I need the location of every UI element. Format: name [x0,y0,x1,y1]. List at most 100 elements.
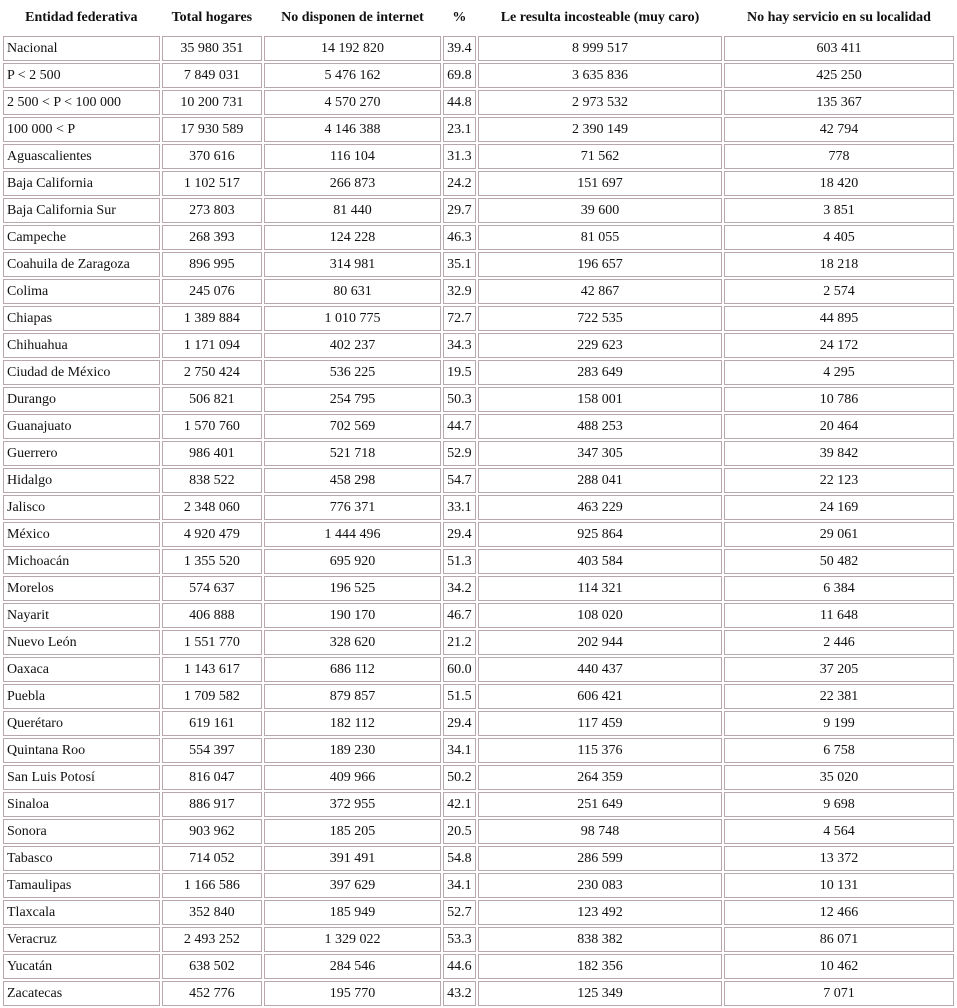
row-label: Michoacán [3,549,160,574]
data-cell: 29.7 [442,198,476,223]
table-row: Nayarit 406 888 190 170 46.7 108 020 11 648 [3,603,954,628]
table-row: Oaxaca 1 143 617 686 112 60.0 440 437 37 205 [3,657,954,682]
data-cell: 98 748 [477,819,722,844]
data-cell: 458 298 [264,468,441,493]
data-cell: 6 384 [724,576,954,601]
table-row: Chiapas 1 389 884 1 010 775 72.7 722 535 44 8… [3,306,954,331]
table-row: Aguascalientes 370 616 116 104 31.3 71 562 77… [3,144,954,169]
data-cell: 314 981 [264,252,441,277]
table-row: Jalisco 2 348 060 776 371 33.1 463 229 24 169 [3,495,954,520]
data-cell: 886 917 [161,792,263,817]
data-cell: 24 169 [724,495,954,520]
data-cell: 406 888 [161,603,263,628]
data-cell: 50 482 [724,549,954,574]
data-cell: 54.7 [442,468,476,493]
data-cell: 196 525 [264,576,441,601]
data-cell: 328 620 [264,630,441,655]
data-cell: 7 071 [724,981,954,1006]
table-row: Sinaloa 886 917 372 955 42.1 251 649 9 698 [3,792,954,817]
data-cell: 606 421 [477,684,722,709]
data-cell: 1 551 770 [161,630,263,655]
data-cell: 2 493 252 [161,927,263,952]
data-cell: 108 020 [477,603,722,628]
data-cell: 1 102 517 [161,171,263,196]
data-cell: 189 230 [264,738,441,763]
data-cell: 195 770 [264,981,441,1006]
data-cell: 925 864 [477,522,722,547]
table-row: Tamaulipas 1 166 586 397 629 34.1 230 083 10 … [3,873,954,898]
data-cell: 288 041 [477,468,722,493]
data-cell: 135 367 [724,90,954,115]
data-cell: 254 795 [264,387,441,412]
data-cell: 9 199 [724,711,954,736]
data-cell: 10 131 [724,873,954,898]
data-cell: 12 466 [724,900,954,925]
row-label: Hidalgo [3,468,160,493]
data-cell: 21.2 [442,630,476,655]
data-cell: 31.3 [442,144,476,169]
row-label: Yucatán [3,954,160,979]
data-cell: 268 393 [161,225,263,250]
data-cell: 686 112 [264,657,441,682]
data-cell: 2 446 [724,630,954,655]
data-cell: 1 329 022 [264,927,441,952]
data-cell: 39.4 [442,36,476,61]
row-label: Chihuahua [3,333,160,358]
row-label: Querétaro [3,711,160,736]
data-cell: 52.9 [442,441,476,466]
table-row: Campeche 268 393 124 228 46.3 81 055 4 405 [3,225,954,250]
data-cell: 1 570 760 [161,414,263,439]
table-row: San Luis Potosí 816 047 409 966 50.2 264 359… [3,765,954,790]
data-cell: 34.3 [442,333,476,358]
data-cell: 46.3 [442,225,476,250]
data-cell: 37 205 [724,657,954,682]
data-cell: 13 372 [724,846,954,871]
data-cell: 264 359 [477,765,722,790]
row-label: Nayarit [3,603,160,628]
data-cell: 34.1 [442,738,476,763]
table-row: Nacional 35 980 351 14 192 820 39.4 8 999 51… [3,36,954,61]
data-cell: 403 584 [477,549,722,574]
data-cell: 347 305 [477,441,722,466]
data-cell: 53.3 [442,927,476,952]
row-label: Sonora [3,819,160,844]
data-cell: 2 348 060 [161,495,263,520]
row-label: Morelos [3,576,160,601]
data-cell: 50.3 [442,387,476,412]
table-row: Sonora 903 962 185 205 20.5 98 748 4 564 [3,819,954,844]
table-body: Nacional 35 980 351 14 192 820 39.4 8 999 51… [3,36,954,1006]
table-row: Tabasco 714 052 391 491 54.8 286 599 13 372 [3,846,954,871]
data-cell: 5 476 162 [264,63,441,88]
data-cell: 4 405 [724,225,954,250]
row-label: 2 500 < P < 100 000 [3,90,160,115]
table-row: Zacatecas 452 776 195 770 43.2 125 349 7 071 [3,981,954,1006]
data-cell: 86 071 [724,927,954,952]
data-cell: 7 849 031 [161,63,263,88]
data-cell: 123 492 [477,900,722,925]
table-row: México 4 920 479 1 444 496 29.4 925 864 29 06… [3,522,954,547]
row-label: Oaxaca [3,657,160,682]
data-cell: 603 411 [724,36,954,61]
data-cell: 409 966 [264,765,441,790]
data-cell: 18 420 [724,171,954,196]
data-cell: 34.1 [442,873,476,898]
row-label: Nuevo León [3,630,160,655]
table-row: 100 000 < P 17 930 589 4 146 388 23.1 2 390 … [3,117,954,142]
row-label: Guanajuato [3,414,160,439]
data-cell: 2 750 424 [161,360,263,385]
header-cell: Total hogares [161,2,263,34]
data-cell: 29.4 [442,522,476,547]
row-label: Quintana Roo [3,738,160,763]
data-cell: 463 229 [477,495,722,520]
data-cell: 35 980 351 [161,36,263,61]
data-cell: 506 821 [161,387,263,412]
data-cell: 80 631 [264,279,441,304]
data-cell: 3 851 [724,198,954,223]
data-cell: 251 649 [477,792,722,817]
data-cell: 714 052 [161,846,263,871]
data-cell: 44.8 [442,90,476,115]
data-cell: 116 104 [264,144,441,169]
data-cell: 158 001 [477,387,722,412]
data-cell: 44.7 [442,414,476,439]
